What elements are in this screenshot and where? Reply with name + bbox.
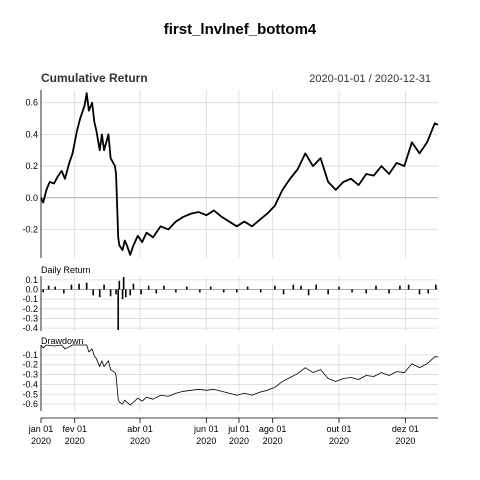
daily-return-bar: [259, 289, 262, 293]
daily-return-bar: [115, 289, 117, 295]
daily-return-bar: [63, 289, 65, 294]
daily-y-tick-label: -0.2: [22, 304, 38, 314]
drawdown-y-tick-label: -0.6: [22, 399, 38, 409]
daily-return-bar: [140, 289, 142, 295]
daily-return-bar: [338, 286, 340, 290]
daily-return-bar: [117, 289, 120, 331]
x-tick-label: jul 01: [227, 424, 250, 434]
daily-return-bar: [435, 284, 437, 290]
daily-y-tick-label: -0.3: [22, 313, 38, 323]
daily-y-tick-label: -0.1: [22, 294, 38, 304]
daily-return-bar: [274, 285, 276, 290]
daily-return-bar: [407, 284, 410, 290]
daily-return-bar: [388, 289, 390, 294]
drawdown-title: Drawdown: [41, 336, 84, 346]
daily-return-bar: [125, 289, 127, 298]
chart-title: first_lnvlnef_bottom4: [164, 21, 317, 38]
x-tick-label: fev 01: [62, 424, 87, 434]
cumulative-y-tick-label: 0.0: [25, 193, 38, 203]
daily-return-bar: [427, 289, 430, 294]
x-tick-label: jan 01: [28, 424, 54, 434]
daily-return-bar: [292, 284, 295, 290]
daily-return-panel: Daily Return 0.10.0-0.1-0.2-0.3-0.4: [22, 265, 438, 333]
x-tick-label: dez 01: [392, 424, 419, 434]
daily-return-bar: [103, 284, 105, 290]
daily-return-bar: [315, 284, 317, 290]
drawdown-y-tick-label: -0.4: [22, 379, 38, 389]
x-tick-year-label: 2020: [65, 436, 85, 446]
daily-return-bar: [78, 283, 80, 290]
drawdown-series-line: [40, 344, 438, 406]
cumulative-y-tick-label: 0.6: [25, 98, 38, 108]
daily-return-bar: [155, 289, 158, 294]
daily-y-tick-label: 0.1: [25, 275, 38, 285]
daily-return-bar: [42, 289, 44, 293]
x-tick-label: abr 01: [127, 424, 153, 434]
daily-return-bar: [129, 289, 131, 296]
drawdown-y-tick-label: -0.5: [22, 389, 38, 399]
date-range-label: 2020-01-01 / 2020-12-31: [309, 73, 431, 85]
drawdown-y-tick-label: -0.3: [22, 370, 38, 380]
daily-return-bar: [185, 286, 188, 290]
daily-return-bar: [132, 283, 135, 290]
drawdown-panel: Drawdown -0.1-0.2-0.3-0.4-0.5-0.6: [22, 336, 438, 411]
x-tick-label: ago 01: [259, 424, 287, 434]
x-tick-label: jun 01: [193, 424, 219, 434]
daily-return-bar: [246, 286, 249, 290]
cumulative-series-line: [40, 92, 439, 256]
daily-y-tick-label: -0.4: [22, 323, 38, 333]
daily-return-bar: [47, 285, 50, 290]
daily-y-tick-label: 0.0: [25, 285, 38, 295]
x-axis: jan 01 2020 fev 01 2020 abr 01 2020 jun 01 2020…: [28, 417, 438, 446]
daily-return-bar: [307, 289, 310, 296]
cumulative-y-tick-label: 0.4: [25, 129, 38, 139]
daily-return-bar: [351, 289, 353, 293]
daily-return-bar: [300, 285, 302, 290]
x-tick-year-label: 2020: [263, 436, 283, 446]
daily-return-bar: [235, 289, 238, 293]
x-tick-year-label: 2020: [31, 436, 51, 446]
daily-return-bar: [222, 289, 225, 293]
daily-return-bar: [98, 289, 101, 298]
daily-return-bar: [92, 289, 95, 296]
daily-return-bar: [209, 286, 212, 290]
daily-return-bar: [365, 289, 368, 294]
daily-return-bar: [399, 285, 401, 290]
daily-return-title: Daily Return: [41, 265, 91, 275]
daily-return-bar: [375, 285, 377, 290]
daily-return-bar: [175, 289, 177, 293]
cumulative-y-tick-label: 0.2: [25, 161, 38, 171]
x-tick-year-label: 2020: [130, 436, 150, 446]
daily-return-bar: [122, 276, 125, 290]
x-tick-year-label: 2020: [395, 436, 415, 446]
cumulative-return-title: Cumulative Return: [41, 71, 148, 85]
x-tick-year-label: 2020: [196, 436, 216, 446]
daily-return-bar: [118, 280, 121, 290]
daily-return-bar: [85, 282, 88, 290]
cumulative-y-tick-label: -0.2: [22, 224, 38, 234]
daily-return-bar: [109, 289, 112, 297]
cumulative-return-panel: Cumulative Return 2020-01-01 / 2020-12-3…: [22, 71, 439, 258]
drawdown-y-tick-label: -0.2: [22, 360, 38, 370]
daily-return-bar: [121, 289, 124, 300]
daily-return-bar: [54, 286, 56, 290]
daily-return-bar: [418, 289, 421, 295]
daily-return-bar: [199, 289, 201, 293]
x-tick-year-label: 2020: [329, 436, 349, 446]
daily-return-bar: [163, 285, 165, 290]
x-tick-label: out 01: [327, 424, 352, 434]
daily-return-bar: [327, 289, 329, 295]
daily-return-bar: [147, 285, 150, 290]
daily-return-bar: [70, 284, 73, 290]
x-tick-year-label: 2020: [229, 436, 249, 446]
daily-return-bar: [282, 289, 285, 295]
drawdown-y-tick-label: -0.1: [22, 350, 38, 360]
